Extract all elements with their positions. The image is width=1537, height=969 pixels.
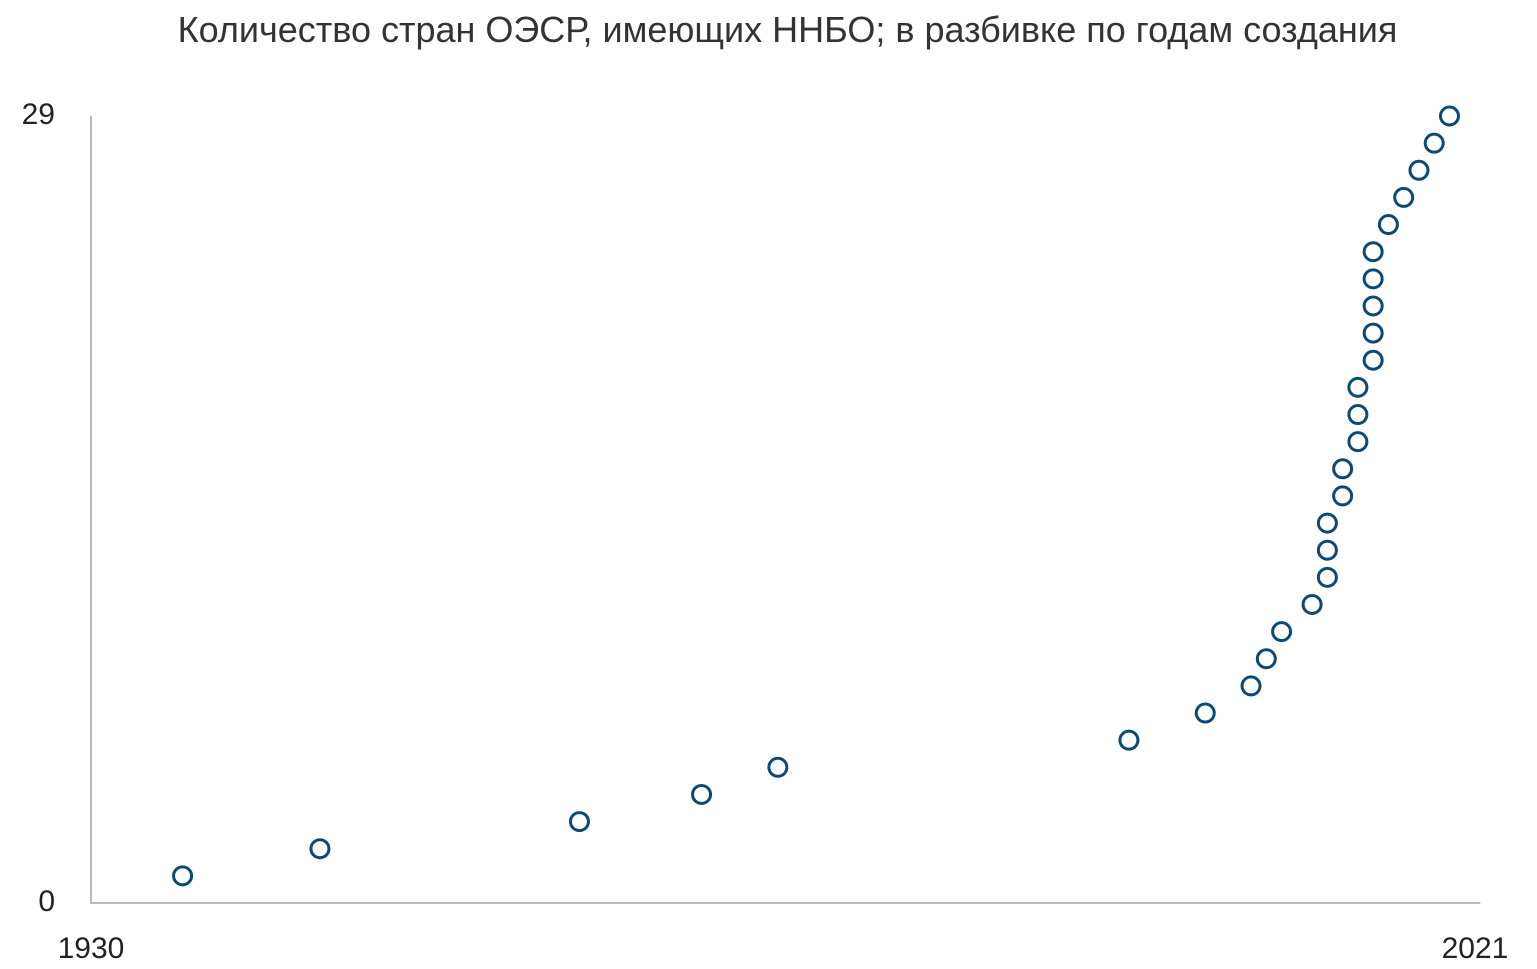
point (1362, 268, 1384, 290)
point (1118, 729, 1140, 751)
point (1362, 241, 1384, 263)
x-tick-label: 2021 (1442, 932, 1509, 965)
point (767, 756, 789, 778)
point (1362, 349, 1384, 371)
point (172, 865, 194, 887)
y-tick-label: 29 (22, 98, 55, 131)
point (1240, 675, 1262, 697)
point (1438, 105, 1460, 127)
point (1316, 512, 1338, 534)
point (1316, 566, 1338, 588)
point (1362, 322, 1384, 344)
point (1377, 214, 1399, 236)
point (309, 838, 331, 860)
point (1332, 485, 1354, 507)
point (1362, 295, 1384, 317)
point (1393, 186, 1415, 208)
point (1408, 159, 1430, 181)
point (1316, 539, 1338, 561)
point (1255, 648, 1277, 670)
y-tick-label: 0 (38, 885, 55, 918)
point (1347, 404, 1369, 426)
point (1423, 132, 1445, 154)
point (568, 811, 590, 833)
point (1301, 593, 1323, 615)
point (1194, 702, 1216, 724)
point (1332, 458, 1354, 480)
point (1347, 376, 1369, 398)
chart-title: Количество стран ОЭСР, имеющих ННБО; в р… (177, 9, 1398, 50)
point (1271, 621, 1293, 643)
point (691, 783, 713, 805)
point (1347, 431, 1369, 453)
x-tick-label: 1930 (58, 932, 125, 965)
